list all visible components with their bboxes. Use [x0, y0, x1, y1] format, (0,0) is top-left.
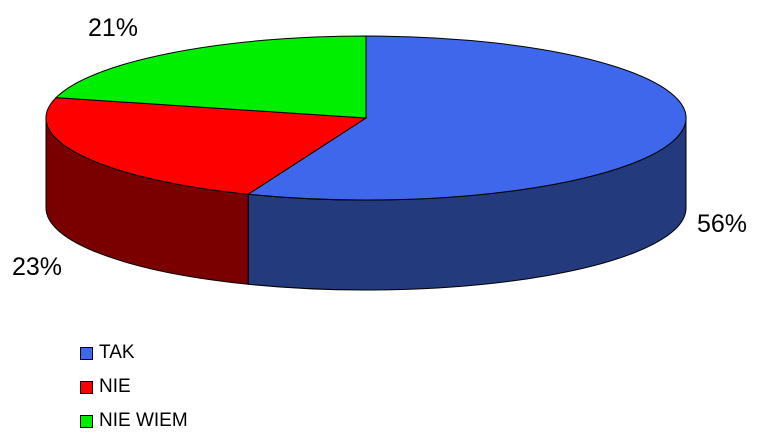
slice-label-tak: 56%: [697, 210, 747, 238]
slice-nie-wiem: [54, 35, 367, 119]
legend-swatch-nie-wiem: [80, 414, 93, 428]
slice-nie: [45, 97, 368, 195]
legend-item-tak: TAK: [80, 336, 188, 370]
legend-swatch-tak: [80, 346, 93, 360]
legend-swatch-nie: [80, 380, 93, 394]
legend: TAK NIE NIE WIEM: [80, 336, 188, 438]
legend-label-tak: TAK: [99, 342, 135, 363]
legend-label-nie-wiem: NIE WIEM: [99, 410, 188, 431]
legend-item-nie: NIE: [80, 370, 188, 404]
legend-item-nie-wiem: NIE WIEM: [80, 404, 188, 438]
legend-label-nie: NIE: [99, 376, 131, 397]
slice-label-nie: 23%: [12, 253, 62, 281]
slice-tak: [246, 35, 687, 201]
slice-label-nie-wiem: 21%: [88, 14, 138, 42]
